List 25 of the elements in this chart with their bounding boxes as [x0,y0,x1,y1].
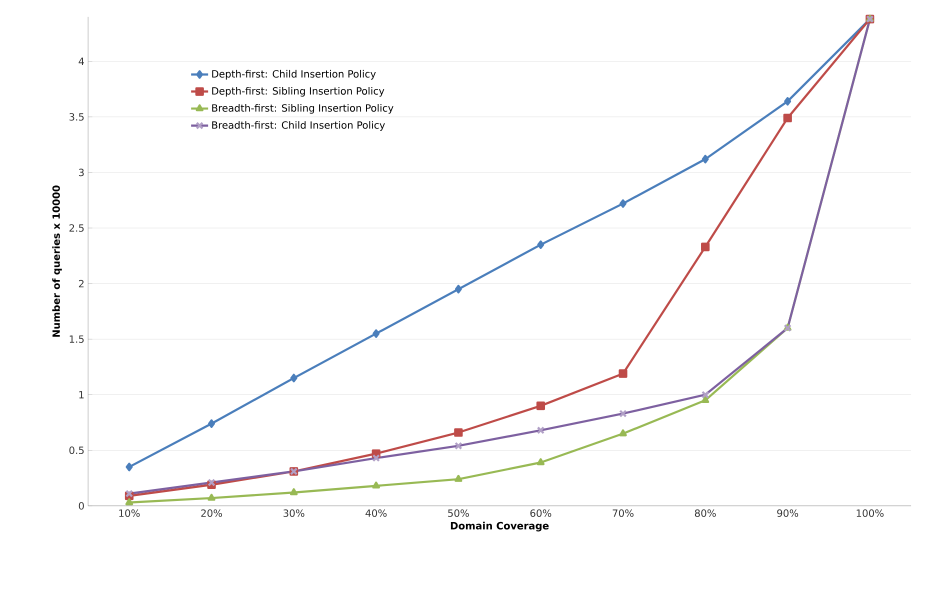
y-tick-label: 2 [78,280,84,288]
y-tick-label: 0.5 [69,446,84,454]
x-tick-label: 80% [694,509,716,517]
y-tick-label: 2.5 [69,224,84,232]
y-axis-title: Number of queries x 10000 [52,185,62,337]
x-tick-label: 100% [856,509,884,517]
x-tick-label: 20% [201,509,222,517]
y-tick-label: 3.5 [69,113,84,121]
y-tick-label: 3 [78,168,84,176]
y-tick-label: 1 [79,391,84,398]
y-tick-label: 0 [78,502,84,510]
legend-label: Depth-first: Sibling Insertion Policy [212,86,384,97]
legend-label: Depth-first: Child Insertion Policy [212,70,376,80]
x-tick-label: 60% [530,509,552,517]
x-tick-label: 50% [448,509,469,517]
x-tick-label: 90% [777,509,798,517]
legend-label: Breadth-first: Child Insertion Policy [212,121,385,131]
x-tick-label: 10% [119,509,140,517]
x-axis-title: Domain Coverage [450,522,549,532]
x-tick-label: 40% [366,509,387,517]
x-tick-label: 30% [284,509,304,517]
legend-label: Breadth-first: Sibling Insertion Policy [212,104,394,114]
y-tick-label: 1.5 [70,335,84,343]
x-tick-label: 70% [612,509,634,517]
y-tick-label: 4 [78,58,84,65]
